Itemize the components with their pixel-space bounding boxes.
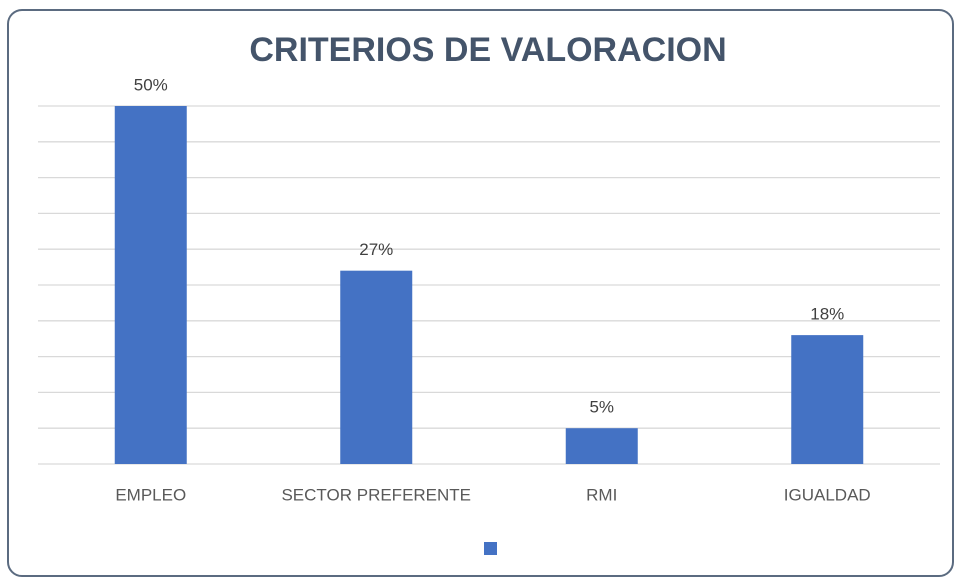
data-label: 27% — [359, 240, 393, 259]
bar — [791, 335, 864, 464]
x-tick-label: EMPLEO — [115, 485, 186, 504]
data-label: 18% — [810, 305, 844, 324]
legend-swatch — [484, 542, 497, 555]
chart-title: CRITERIOS DE VALORACION — [249, 31, 726, 69]
bar — [340, 270, 413, 464]
chart-frame — [7, 9, 954, 577]
data-label: 5% — [589, 398, 614, 417]
x-tick-label: IGUALDAD — [784, 485, 871, 504]
x-tick-label: RMI — [586, 485, 617, 504]
data-label: 50% — [134, 75, 168, 94]
bar — [114, 106, 187, 464]
x-tick-label: SECTOR PREFERENTE — [281, 485, 471, 504]
bar — [565, 428, 638, 464]
